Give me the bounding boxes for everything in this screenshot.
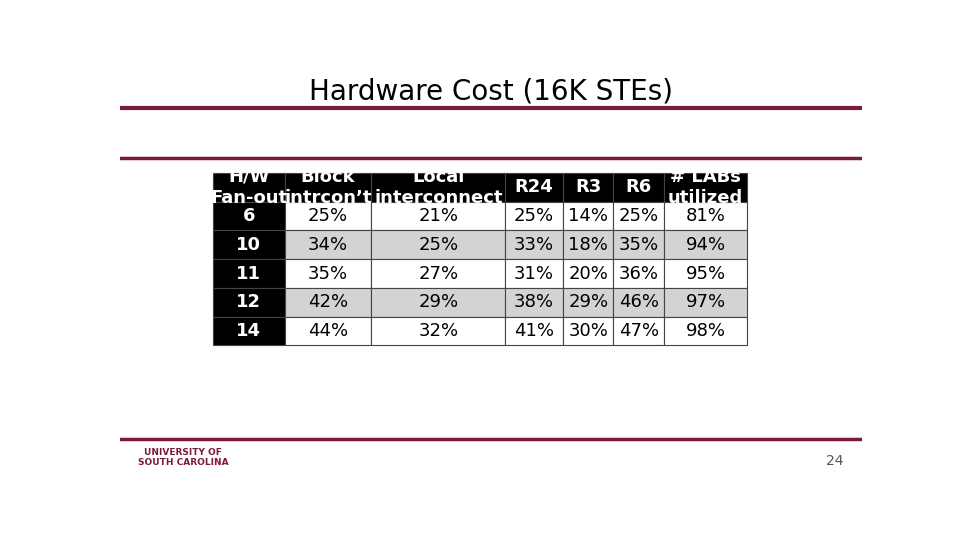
Bar: [664, 259, 747, 288]
Text: 33%: 33%: [513, 236, 554, 254]
Text: 32%: 32%: [419, 322, 458, 340]
Text: 35%: 35%: [619, 236, 659, 254]
Bar: [505, 201, 563, 231]
Bar: [664, 173, 747, 201]
Text: 25%: 25%: [513, 207, 554, 225]
Bar: [613, 173, 664, 201]
Text: 36%: 36%: [619, 265, 659, 282]
Text: 46%: 46%: [619, 293, 659, 312]
Text: R24: R24: [514, 178, 554, 196]
Text: 25%: 25%: [308, 207, 348, 225]
Text: 27%: 27%: [419, 265, 458, 282]
Text: 95%: 95%: [686, 265, 725, 282]
Bar: [664, 316, 747, 346]
Bar: [505, 173, 563, 201]
Bar: [563, 288, 613, 316]
Text: 42%: 42%: [308, 293, 348, 312]
Bar: [664, 288, 747, 316]
Bar: [505, 231, 563, 259]
Bar: [213, 231, 285, 259]
Text: UNIVERSITY OF
SOUTH CAROLINA: UNIVERSITY OF SOUTH CAROLINA: [138, 448, 228, 468]
Text: 94%: 94%: [686, 236, 725, 254]
Bar: [213, 173, 285, 201]
Bar: [563, 201, 613, 231]
Bar: [372, 231, 505, 259]
Bar: [372, 173, 505, 201]
Bar: [285, 173, 372, 201]
Bar: [613, 201, 664, 231]
Bar: [285, 201, 372, 231]
Bar: [213, 259, 285, 288]
Text: 44%: 44%: [308, 322, 348, 340]
Text: 29%: 29%: [568, 293, 608, 312]
Text: Local
interconnect: Local interconnect: [374, 168, 503, 207]
Text: 11: 11: [237, 265, 262, 282]
Text: 81%: 81%: [686, 207, 725, 225]
Text: 97%: 97%: [686, 293, 725, 312]
Bar: [563, 316, 613, 346]
Bar: [563, 259, 613, 288]
Text: H/W
Fan-out: H/W Fan-out: [210, 168, 287, 207]
Text: 21%: 21%: [419, 207, 458, 225]
Text: 6: 6: [242, 207, 255, 225]
Text: R3: R3: [575, 178, 602, 196]
Bar: [213, 316, 285, 346]
Text: 30%: 30%: [568, 322, 608, 340]
Bar: [285, 231, 372, 259]
Text: 47%: 47%: [619, 322, 659, 340]
Bar: [613, 288, 664, 316]
Bar: [285, 288, 372, 316]
Text: 41%: 41%: [514, 322, 554, 340]
Text: 12: 12: [237, 293, 262, 312]
Text: # LABs
utilized: # LABs utilized: [668, 168, 743, 207]
Bar: [664, 201, 747, 231]
Bar: [613, 259, 664, 288]
Text: 10: 10: [237, 236, 262, 254]
Text: 25%: 25%: [419, 236, 458, 254]
Bar: [563, 173, 613, 201]
Bar: [563, 231, 613, 259]
Bar: [372, 201, 505, 231]
Bar: [664, 231, 747, 259]
Bar: [372, 259, 505, 288]
Text: 25%: 25%: [619, 207, 659, 225]
Text: 34%: 34%: [308, 236, 348, 254]
Bar: [505, 316, 563, 346]
Text: 14%: 14%: [568, 207, 608, 225]
Text: 18%: 18%: [568, 236, 608, 254]
Text: 38%: 38%: [514, 293, 554, 312]
Text: 29%: 29%: [419, 293, 458, 312]
Text: 31%: 31%: [514, 265, 554, 282]
Bar: [613, 316, 664, 346]
Text: 35%: 35%: [308, 265, 348, 282]
Bar: [213, 288, 285, 316]
Text: 14: 14: [237, 322, 262, 340]
Text: 24: 24: [826, 454, 844, 468]
Bar: [613, 231, 664, 259]
Text: Hardware Cost (16K STEs): Hardware Cost (16K STEs): [309, 78, 673, 106]
Text: Block
intrcon’t: Block intrcon’t: [285, 168, 372, 207]
Text: R6: R6: [626, 178, 651, 196]
Bar: [505, 288, 563, 316]
Bar: [505, 259, 563, 288]
Bar: [285, 316, 372, 346]
Text: 98%: 98%: [686, 322, 725, 340]
Bar: [285, 259, 372, 288]
Bar: [213, 201, 285, 231]
Bar: [372, 288, 505, 316]
Text: 20%: 20%: [568, 265, 608, 282]
Bar: [372, 316, 505, 346]
